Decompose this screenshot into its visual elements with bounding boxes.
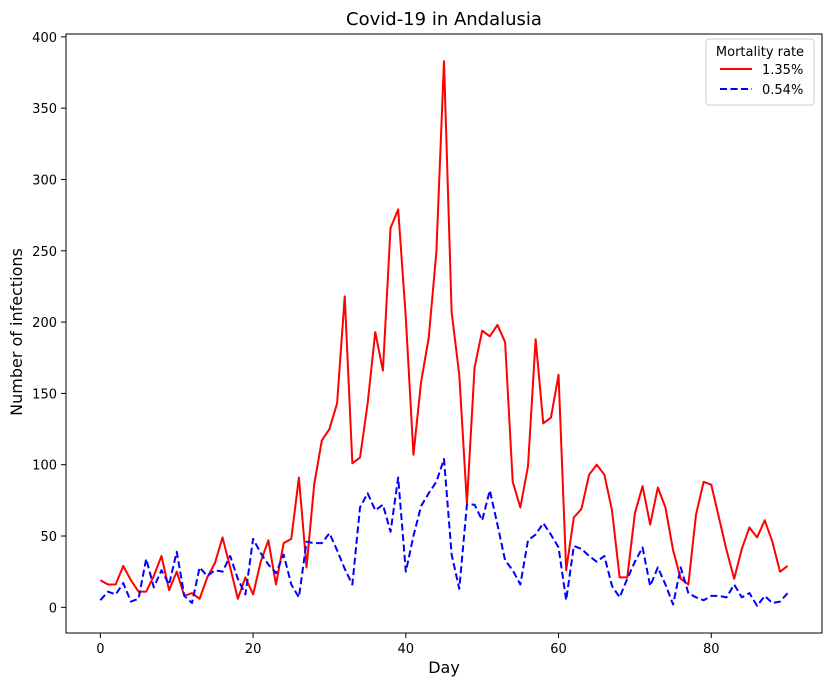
legend-title: Mortality rate [716,45,804,60]
x-tick-label: 40 [398,642,415,657]
legend-entry-2: 0.54% [762,83,803,98]
y-tick-label: 150 [32,387,57,402]
axes: 0 20 40 60 80 0 50 100 150 200 250 300 350 400 [32,31,823,657]
axes-frame [65,33,823,634]
y-tick-label: 250 [32,245,57,260]
y-tick-label: 0 [49,601,57,616]
y-tick-label: 400 [32,31,57,46]
series-line-1 [99,60,789,600]
x-axis-label: Day [428,658,460,677]
series-line-2 [99,458,789,607]
y-tick-label: 100 [32,459,57,474]
y-axis-label: Number of infections [7,248,26,416]
y-tick-label: 50 [40,530,57,545]
chart-title: Covid-19 in Andalusia [346,9,542,30]
y-tick-label: 350 [32,102,57,117]
x-tick-label: 0 [96,642,104,657]
y-tick-label: 300 [32,173,57,188]
x-tick-label: 60 [550,642,567,657]
legend: Mortality rate 1.35% 0.54% [705,38,815,106]
plot-area [99,60,789,607]
y-tick-label: 200 [32,316,57,331]
x-tick-label: 80 [703,642,720,657]
x-tick-label: 20 [245,642,262,657]
legend-entry-1: 1.35% [762,63,803,78]
